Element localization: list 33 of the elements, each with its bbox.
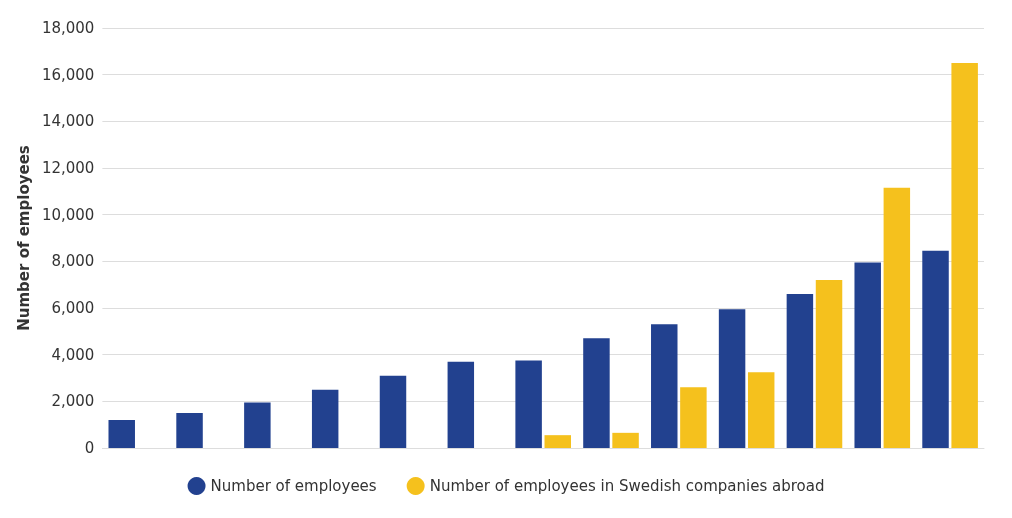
y-tick-label: 8,000 [51,252,95,271]
bar [311,389,339,448]
y-tick-label: 10,000 [41,205,95,224]
bar [815,280,843,448]
bar [922,250,949,448]
y-tick-label: 18,000 [41,19,95,37]
bar [244,402,271,448]
bar [544,435,571,448]
y-tick-label: 2,000 [51,392,95,411]
legend-label: Number of employees [210,477,377,495]
bar [583,338,610,448]
bar [447,361,475,448]
y-tick-label: 6,000 [51,299,95,317]
legend-label: Number of employees in Swedish companies abroad [429,477,825,495]
y-tick-label: 12,000 [41,159,95,177]
bar [883,187,911,448]
bar [854,262,881,448]
bar [379,375,407,448]
bar [176,413,203,448]
y-tick-label: 16,000 [41,65,95,84]
bar [108,420,135,448]
y-axis-title: Number of employees [14,145,33,331]
y-tick-label: 0 [84,439,95,457]
bar [786,294,814,448]
bar [718,309,746,448]
bar [612,432,639,448]
y-tick-label: 4,000 [51,345,95,364]
bar [651,324,678,448]
y-tick-label: 14,000 [41,112,95,131]
bar [747,372,775,448]
bar [680,387,707,448]
bar [951,63,978,448]
bar [515,360,542,448]
